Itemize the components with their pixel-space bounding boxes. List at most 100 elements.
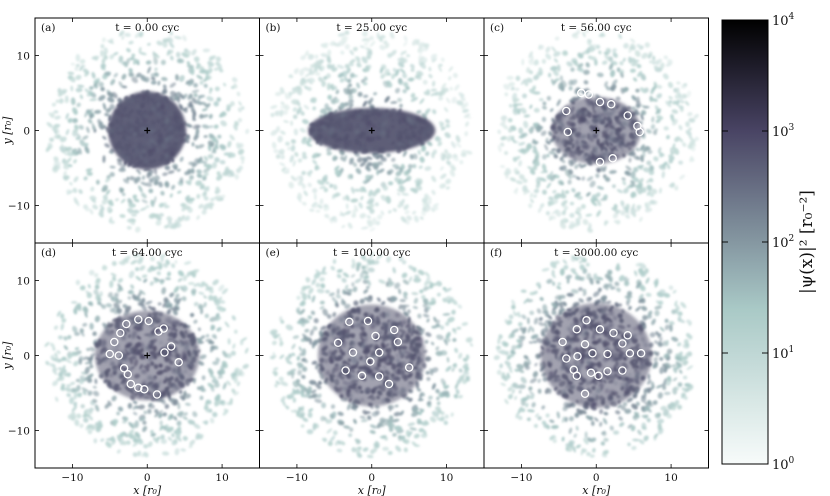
density-blob xyxy=(52,347,56,351)
density-blob xyxy=(118,299,123,304)
density-blob xyxy=(69,181,73,186)
density-blob xyxy=(653,278,659,285)
density-blob xyxy=(191,142,195,147)
density-blob xyxy=(548,72,552,78)
density-blob xyxy=(436,417,444,422)
density-blob xyxy=(273,148,279,154)
density-blob xyxy=(312,188,318,194)
density-blob xyxy=(165,277,171,281)
core-speckle xyxy=(607,116,613,122)
density-blob xyxy=(128,40,134,45)
density-blob xyxy=(440,57,445,62)
density-blob xyxy=(280,395,286,403)
density-blob xyxy=(349,158,354,162)
core-speckle xyxy=(105,332,109,335)
density-blob xyxy=(544,144,549,151)
density-blob xyxy=(350,88,355,92)
density-blob xyxy=(462,357,468,362)
density-blob xyxy=(671,109,679,114)
core-speckle xyxy=(359,146,364,152)
density-blob xyxy=(342,196,347,201)
density-blob xyxy=(559,268,565,276)
core-speckle xyxy=(121,335,126,341)
density-blob xyxy=(652,200,658,205)
density-blob xyxy=(196,215,200,220)
density-blob xyxy=(161,451,170,456)
core-speckle xyxy=(116,108,121,113)
density-blob xyxy=(587,227,593,233)
density-blob xyxy=(167,170,175,174)
density-blob xyxy=(301,139,307,145)
density-blob xyxy=(506,365,513,370)
density-blob xyxy=(185,80,191,85)
density-blob xyxy=(290,368,297,373)
density-blob xyxy=(65,128,70,136)
density-blob xyxy=(201,108,208,112)
density-blob xyxy=(171,433,175,438)
density-blob xyxy=(54,115,61,120)
density-blob xyxy=(105,176,111,183)
density-blob xyxy=(608,63,614,71)
density-blob xyxy=(552,69,559,77)
core-speckle xyxy=(104,329,109,334)
density-blob xyxy=(102,102,107,111)
density-blob xyxy=(195,180,202,186)
vortex-marker xyxy=(374,348,384,357)
density-blob xyxy=(46,122,53,128)
core-speckle xyxy=(564,149,569,154)
density-blob xyxy=(373,444,378,453)
core-speckle xyxy=(592,119,596,123)
density-blob xyxy=(129,175,135,181)
density-blob xyxy=(670,114,675,122)
density-blob xyxy=(511,137,516,144)
density-blob xyxy=(574,211,582,216)
density-blob xyxy=(388,420,393,429)
density-blob xyxy=(84,146,90,154)
density-blob xyxy=(380,156,387,162)
density-blob xyxy=(329,413,334,419)
density-blob xyxy=(456,100,464,106)
density-blob xyxy=(64,95,69,101)
density-blob xyxy=(315,209,321,213)
density-blob xyxy=(151,176,157,182)
density-blob xyxy=(546,95,552,101)
density-blob xyxy=(672,143,676,150)
density-blob xyxy=(349,72,355,79)
core-speckle xyxy=(344,143,349,148)
density-blob xyxy=(197,338,203,344)
density-blob xyxy=(152,51,156,59)
density-blob xyxy=(444,149,449,154)
core-speckle xyxy=(310,129,314,132)
density-blob xyxy=(236,91,241,97)
density-blob xyxy=(291,343,296,350)
core-speckle xyxy=(165,105,170,109)
density-blob xyxy=(192,111,197,120)
density-blob xyxy=(679,138,683,143)
density-blob xyxy=(108,209,113,214)
density-blob xyxy=(372,190,378,197)
core-speckle xyxy=(570,135,574,139)
density-blob xyxy=(154,179,159,186)
density-blob xyxy=(352,208,357,215)
density-blob xyxy=(95,277,101,283)
density-blob xyxy=(530,55,534,62)
density-blob xyxy=(654,105,660,113)
density-blob xyxy=(624,170,630,176)
panel-title: t = 0.00 cyc xyxy=(115,22,179,34)
core-speckle xyxy=(560,122,564,126)
density-blob xyxy=(183,390,187,397)
density-blob xyxy=(359,45,365,49)
density-blob xyxy=(412,407,419,413)
density-blob xyxy=(552,189,557,194)
density-blob xyxy=(195,64,200,70)
density-blob xyxy=(534,59,539,64)
density-blob xyxy=(101,37,106,43)
core-speckle xyxy=(109,373,114,378)
density-blob xyxy=(495,346,500,354)
density-blob xyxy=(64,358,72,364)
density-blob xyxy=(614,302,619,308)
core-speckle xyxy=(579,121,583,125)
density-blob xyxy=(311,360,318,365)
density-blob xyxy=(499,120,506,126)
density-blob xyxy=(417,269,425,276)
